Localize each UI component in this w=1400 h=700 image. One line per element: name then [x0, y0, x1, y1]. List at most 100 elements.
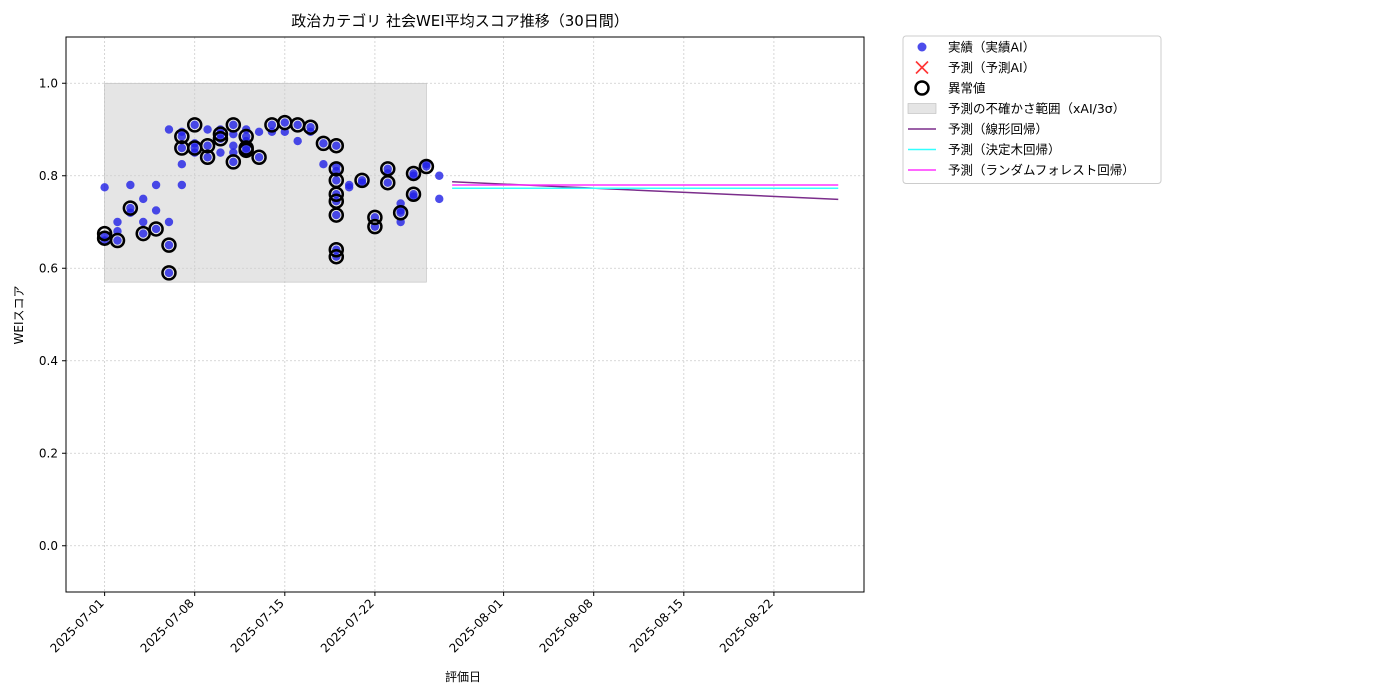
actual-point	[254, 127, 264, 137]
actual-point	[100, 183, 109, 192]
actual-point	[164, 217, 174, 227]
actual-point	[383, 178, 392, 187]
anomaly-ring	[199, 137, 216, 154]
actual-point	[164, 268, 174, 278]
actual-point	[100, 231, 109, 241]
y-tick-label: 0.4	[39, 354, 58, 368]
actual-point	[139, 194, 148, 204]
x-tick-label: 2025-08-01	[447, 596, 506, 655]
actual-point	[409, 169, 418, 178]
legend-label: 予測（決定木回帰）	[948, 142, 1061, 157]
actual-point	[435, 171, 444, 180]
y-tick-label: 0.2	[39, 446, 58, 460]
anomaly-ring	[122, 200, 139, 216]
x-tick-label: 2025-08-08	[537, 596, 596, 655]
actual-point	[267, 120, 277, 130]
actual-point	[241, 146, 251, 155]
actual-point	[293, 136, 302, 146]
actual-point	[177, 159, 187, 169]
actual-point	[332, 176, 341, 185]
chart-title: 政治カテゴリ 社会WEI平均スコア推移（30日間）	[291, 12, 629, 30]
y-axis-label: WEIスコア	[12, 286, 26, 345]
legend-label: 予測（ランダムフォレスト回帰）	[948, 163, 1135, 178]
legend-marker-ring	[914, 80, 930, 96]
actual-point	[203, 125, 212, 134]
actual-point	[203, 153, 212, 162]
anomaly-ring	[380, 174, 396, 191]
plot-frame	[65, 36, 865, 593]
legend-label: 異常値	[948, 81, 986, 96]
legend-marker-actual	[917, 42, 927, 52]
legend-label: 予測（線形回帰）	[948, 122, 1048, 137]
actual-point	[344, 180, 354, 190]
actual-point	[190, 120, 199, 130]
actual-point	[357, 178, 367, 187]
anomaly-ring	[109, 232, 126, 249]
anomaly-ring	[161, 237, 177, 253]
actual-point	[139, 217, 148, 227]
actual-point	[422, 159, 431, 169]
actual-point	[139, 229, 148, 238]
actual-point	[319, 159, 328, 169]
actual-point	[409, 192, 418, 201]
actual-point	[435, 194, 444, 204]
actual-point	[396, 206, 405, 215]
y-tick-label: 1.0	[39, 76, 58, 90]
y-tick-label: 0.6	[39, 261, 58, 275]
x-tick-label: 2025-07-15	[228, 596, 287, 655]
anomaly-ring	[328, 242, 345, 258]
actual-point	[229, 141, 238, 150]
actual-point	[229, 120, 238, 130]
legend-label: 実績（実績AI）	[948, 40, 1035, 55]
anomaly-ring	[418, 158, 435, 175]
x-tick-label: 2025-07-08	[138, 596, 197, 655]
actual-point	[254, 153, 264, 162]
data-marks	[96, 114, 839, 281]
anomaly-ring	[251, 149, 267, 165]
legend-box	[902, 35, 1162, 184]
legend-marker-x	[915, 60, 929, 75]
y-tick-label: 0.0	[39, 539, 58, 553]
actual-point	[293, 120, 302, 130]
actual-point	[332, 210, 341, 220]
anomaly-ring	[328, 186, 345, 202]
actual-point	[113, 236, 122, 245]
actual-point	[177, 143, 187, 153]
actual-point	[151, 206, 161, 215]
legend-marker-band	[907, 103, 937, 114]
actual-point	[164, 125, 174, 134]
anomaly-ring	[367, 209, 383, 226]
actual-point	[151, 180, 161, 190]
actual-point	[203, 141, 212, 150]
legend-label: 予測の不確かさ範囲（xAI/3σ）	[948, 101, 1125, 116]
anomaly-ring	[405, 186, 422, 202]
anomaly-ring	[328, 248, 345, 265]
actual-point	[216, 148, 225, 157]
anomaly-ring	[302, 119, 319, 135]
actual-point	[113, 217, 122, 227]
actual-point	[126, 180, 135, 190]
x-axis: 2025-07-01 2025-07-08 2025-07-15 2025-07-22…	[48, 592, 776, 655]
actual-point	[177, 180, 187, 190]
actual-point	[164, 240, 174, 250]
actual-point	[319, 139, 328, 148]
anomaly-ring	[186, 117, 203, 133]
anomaly-ring	[328, 161, 345, 177]
anomaly-ring	[199, 149, 216, 165]
anomaly-ring	[212, 131, 229, 147]
anomaly-ring	[367, 218, 383, 235]
anomaly-ring	[96, 225, 113, 242]
anomaly-ring	[392, 205, 409, 221]
anomaly-ring	[328, 137, 345, 154]
anomaly-ring	[225, 154, 242, 170]
anomaly-ring	[238, 128, 254, 145]
anomaly-ring	[405, 165, 422, 182]
x-tick-label: 2025-08-22	[717, 596, 776, 655]
y-axis: 0.0 0.2 0.4 0.6 0.8 1.0	[39, 76, 66, 553]
anomaly-ring	[174, 128, 190, 145]
x-tick-label: 2025-07-22	[318, 596, 377, 655]
anomaly-ring	[328, 207, 345, 223]
actual-point	[280, 118, 290, 127]
actual-point	[177, 132, 187, 141]
y-tick-label: 0.8	[39, 169, 58, 183]
